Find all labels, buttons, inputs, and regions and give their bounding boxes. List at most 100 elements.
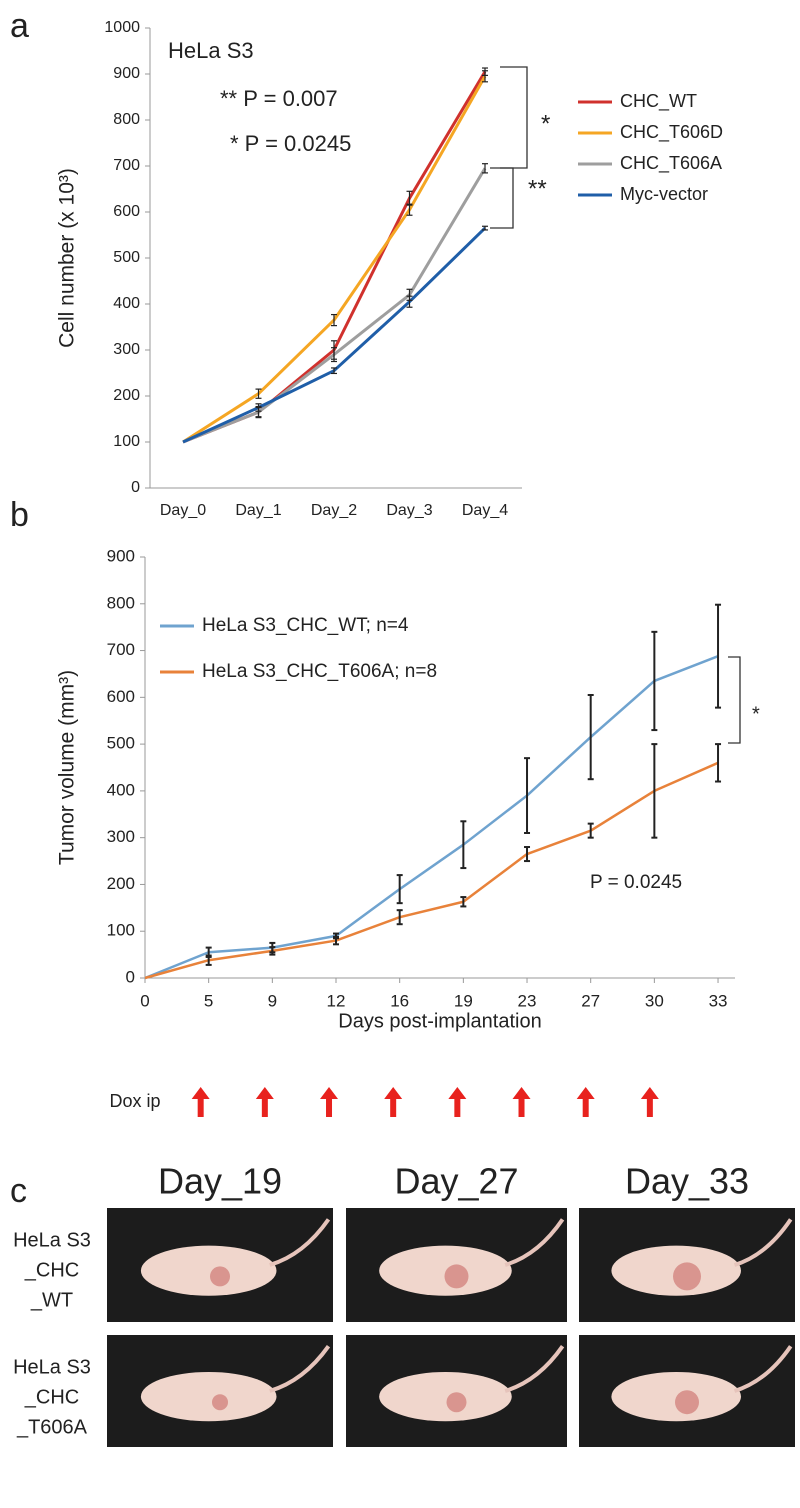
dox-arrow (640, 1087, 659, 1117)
tumor (210, 1266, 230, 1287)
y-tick-label: 900 (113, 65, 140, 82)
photo-panel: Day_19 Day_27 Day_33 HeLa S3 _CHC _WT HeLa S3 _… (13, 1161, 795, 1447)
column-header: Day_33 (625, 1161, 749, 1202)
panel-label: a (10, 7, 29, 45)
mouse-tail (269, 1345, 331, 1393)
y-tick-label: 1000 (104, 19, 140, 36)
tumor (446, 1392, 467, 1413)
mouse-tail (733, 1345, 793, 1393)
error-bar (524, 757, 531, 834)
annotation: * P = 0.0245 (230, 131, 351, 156)
y-axis-label: Tumor volume (mm³) (56, 670, 79, 865)
y-tick-label: 700 (113, 157, 140, 174)
x-tick-label: Day_1 (235, 502, 281, 519)
error-bar (651, 630, 658, 732)
mouse-tail (504, 1345, 565, 1393)
legend-label: HeLa S3_CHC_T606A; n=8 (202, 661, 437, 682)
error-bar (524, 846, 531, 863)
x-tick-label: 33 (709, 991, 728, 1010)
y-tick-label: 400 (107, 780, 135, 799)
dox-arrow (576, 1087, 595, 1117)
y-tick-label: 200 (107, 874, 135, 893)
x-tick-label: 16 (390, 991, 409, 1010)
error-bar (715, 743, 722, 783)
error-bar (482, 163, 488, 174)
x-tick-label: Day_0 (160, 502, 206, 519)
error-bar (396, 874, 403, 905)
legend-label: CHC_T606D (620, 122, 723, 143)
panel-label: b (10, 496, 29, 534)
panel-label: c (10, 1172, 27, 1210)
row-label: HeLa S3 (13, 1356, 91, 1378)
row-label: _CHC (24, 1386, 79, 1408)
x-tick-label: 9 (268, 991, 277, 1010)
error-bar (460, 820, 467, 870)
x-tick-label: 23 (518, 991, 537, 1010)
error-bar (255, 403, 262, 412)
error-bar (396, 909, 403, 926)
legend-label: Myc-vector (620, 184, 708, 204)
y-tick-label: 0 (126, 967, 135, 986)
series-line (144, 761, 719, 980)
bracket (490, 66, 741, 744)
annotation: P = 0.0245 (590, 872, 682, 893)
column-header: Day_27 (394, 1161, 518, 1202)
tumor (444, 1264, 469, 1289)
y-tick-label: 500 (107, 734, 135, 753)
annotation: ** P = 0.007 (220, 86, 338, 111)
x-tick-label: 12 (327, 991, 346, 1010)
error-bar (460, 896, 467, 908)
x-tick-label: 5 (204, 991, 213, 1010)
row-label: _WT (30, 1289, 73, 1311)
mouse-body (611, 1371, 741, 1422)
y-tick-label: 800 (107, 593, 135, 612)
row-label: _CHC (24, 1259, 79, 1281)
tumor (673, 1262, 701, 1291)
x-tick-label: Day_3 (386, 502, 432, 519)
error-bar (406, 295, 413, 308)
x-tick-label: 19 (454, 991, 473, 1010)
dox-arrow (448, 1087, 467, 1117)
dox-arrow (191, 1087, 210, 1117)
row-label: _T606A (16, 1416, 88, 1438)
y-tick-label: 900 (107, 546, 135, 565)
dox-arrow (320, 1087, 339, 1117)
x-tick-label: Day_2 (311, 502, 357, 519)
error-bar (715, 603, 722, 709)
y-tick-label: 700 (107, 640, 135, 659)
y-tick-label: 400 (113, 295, 140, 312)
error-bar (255, 388, 262, 399)
mouse-tail (269, 1218, 331, 1267)
y-tick-label: 200 (113, 387, 140, 404)
error-bar (331, 367, 337, 375)
x-axis-label: Days post-implantation (338, 1010, 541, 1032)
y-tick-label: 600 (107, 687, 135, 706)
annotation: * (541, 110, 550, 137)
dox-arrows (191, 1087, 659, 1117)
error-bar (205, 954, 212, 966)
x-tick-label: Day_4 (462, 502, 508, 519)
tumor (675, 1390, 699, 1415)
error-bar (651, 743, 658, 839)
y-tick-label: 500 (113, 249, 140, 266)
x-tick-label: 27 (581, 991, 600, 1010)
y-tick-label: 800 (113, 111, 140, 128)
legend-label: CHC_WT (620, 91, 697, 112)
error-bar (333, 935, 340, 946)
y-tick-label: 100 (113, 433, 140, 450)
y-tick-label: 600 (113, 203, 140, 220)
mouse-body (379, 1371, 512, 1422)
annotation: ** (528, 175, 547, 202)
series-line (144, 655, 719, 980)
tumor (212, 1394, 228, 1411)
y-tick-label: 300 (107, 827, 135, 846)
column-header: Day_19 (158, 1161, 282, 1202)
error-bar (331, 313, 337, 327)
dox-arrow (255, 1087, 274, 1117)
legend-label: HeLa S3_CHC_WT; n=4 (202, 615, 409, 636)
row-label: HeLa S3 (13, 1229, 91, 1251)
error-bar (331, 347, 337, 363)
error-bar (482, 70, 488, 83)
mouse-tail (504, 1218, 565, 1267)
